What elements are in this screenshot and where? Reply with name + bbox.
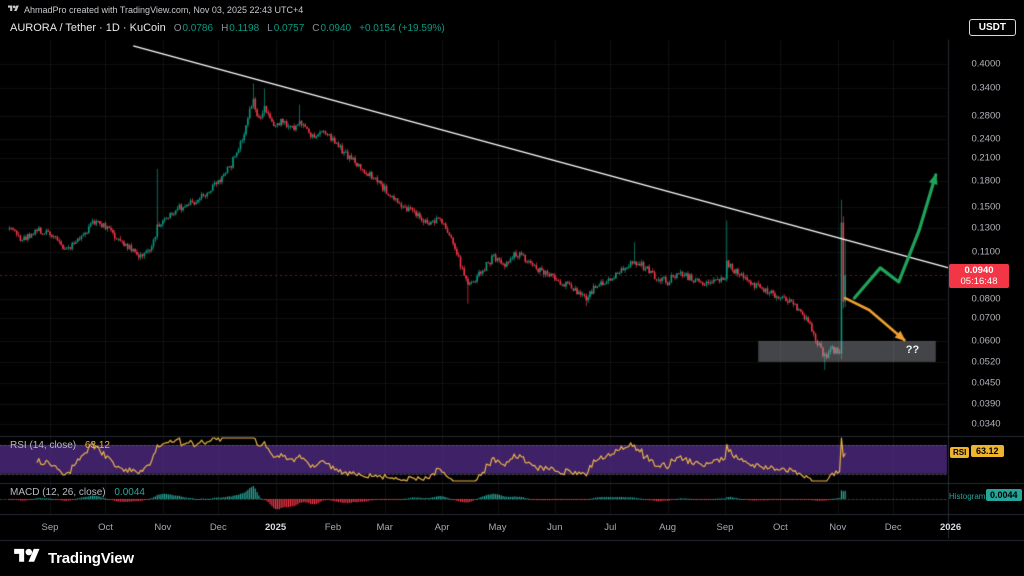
price-axis-label: 0.2800 <box>971 110 1001 122</box>
price-axis-label: 0.1500 <box>971 201 1001 213</box>
price-axis-label: 0.0520 <box>971 356 1001 368</box>
time-axis-label: Nov <box>154 522 172 533</box>
time-axis-label: Nov <box>829 522 847 533</box>
price-axis-label: 0.0600 <box>971 335 1001 347</box>
high-label: H <box>221 23 229 34</box>
tradingview-logo-small <box>8 4 19 15</box>
price-axis-label: 0.0340 <box>971 418 1001 430</box>
time-axis-label: 2025 <box>265 522 287 533</box>
time-axis-label: Dec <box>884 522 902 533</box>
price-axis-label: 0.1800 <box>971 175 1001 187</box>
price-axis-label: 0.0700 <box>971 312 1001 324</box>
time-axis[interactable]: Sep Oct Nov Dec 2025 Feb Mar Apr May Jun Jul Aug Sep… <box>0 522 1024 538</box>
ohlc-close: C0.0940 <box>312 22 351 34</box>
price-axis-label: 0.2400 <box>971 133 1001 145</box>
time-axis-label: Oct <box>98 522 113 533</box>
time-axis-label: May <box>488 522 507 533</box>
high-value: 0.1198 <box>229 23 260 34</box>
time-axis-label: 2026 <box>939 522 962 533</box>
time-axis-label: Apr <box>434 522 450 533</box>
low-label: L <box>267 23 273 34</box>
rsi-axis-tag: RSI <box>950 447 970 458</box>
rsi-axis-value-badge: 63.12 <box>971 445 1004 457</box>
attribution-text: AhmadPro created with TradingView.com, N… <box>24 4 304 15</box>
macd-axis-value-badge: 0.0044 <box>986 489 1022 501</box>
rsi-value: 63.12 <box>84 440 110 451</box>
macd-label[interactable]: MACD (12, 26, close) <box>10 487 106 498</box>
macd-value: 0.0044 <box>114 487 145 498</box>
price-axis-label: 0.0390 <box>971 398 1001 410</box>
ohlc-high: H0.1198 <box>221 22 259 34</box>
time-axis-label: Jul <box>604 522 617 533</box>
price-axis-label: 0.1300 <box>971 222 1001 234</box>
macd-histogram-axis-label: Histogram <box>949 492 986 501</box>
rsi-label[interactable]: RSI (14, close) <box>10 440 77 451</box>
low-value: 0.0757 <box>273 23 305 34</box>
time-axis-label: Aug <box>659 522 677 533</box>
close-value: 0.0940 <box>320 23 352 34</box>
tradingview-logo <box>14 546 40 571</box>
time-axis-label: Mar <box>376 522 393 533</box>
macd-legend: MACD (12, 26, close) 0.0044 <box>10 487 145 498</box>
bar-countdown: 05:16:48 <box>960 276 998 288</box>
question-box-label: ?? <box>905 344 920 357</box>
time-axis-label: Sep <box>41 522 59 533</box>
price-axis-label: 0.1100 <box>971 246 1001 258</box>
time-axis-label: Feb <box>324 522 342 533</box>
time-axis-label: Sep <box>716 522 734 533</box>
current-price: 0.0940 <box>964 265 994 277</box>
open-label: O <box>173 23 182 34</box>
time-axis-label: Dec <box>209 522 227 533</box>
price-axis-label: 0.2100 <box>971 152 1001 164</box>
attribution-bar: AhmadPro created with TradingView.com, N… <box>8 4 303 15</box>
rsi-legend: RSI (14, close) 63.12 <box>10 440 110 451</box>
price-axis-label: 0.4000 <box>971 58 1001 70</box>
price-axis-label: 0.0800 <box>971 293 1001 305</box>
currency-toggle-button[interactable]: USDT <box>968 19 1016 36</box>
current-price-badge: 0.0940 05:16:48 <box>949 264 1009 289</box>
close-label: C <box>312 23 320 34</box>
price-axis-label: 0.0450 <box>971 377 1001 389</box>
time-axis-label: Jun <box>547 522 563 533</box>
change-value: +0.0154 (+19.59%) <box>359 23 445 34</box>
open-value: 0.0786 <box>182 23 214 34</box>
ohlc-open: O0.0786 <box>174 22 213 34</box>
price-axis[interactable]: 0.4000 0.3400 0.2800 0.2400 0.2100 0.1800 0.15… <box>948 0 1024 540</box>
time-axis-label: Oct <box>773 522 788 533</box>
tradingview-wordmark: TradingView <box>48 550 134 567</box>
footer-bar: TradingView <box>0 541 1024 576</box>
symbol-title[interactable]: AURORA / Tether · 1D · KuCoin <box>10 22 166 34</box>
price-axis-label: 0.3400 <box>971 82 1001 94</box>
ohlc-low: L0.0757 <box>267 22 304 34</box>
symbol-legend: AURORA / Tether · 1D · KuCoin O0.0786 H0… <box>10 22 445 34</box>
